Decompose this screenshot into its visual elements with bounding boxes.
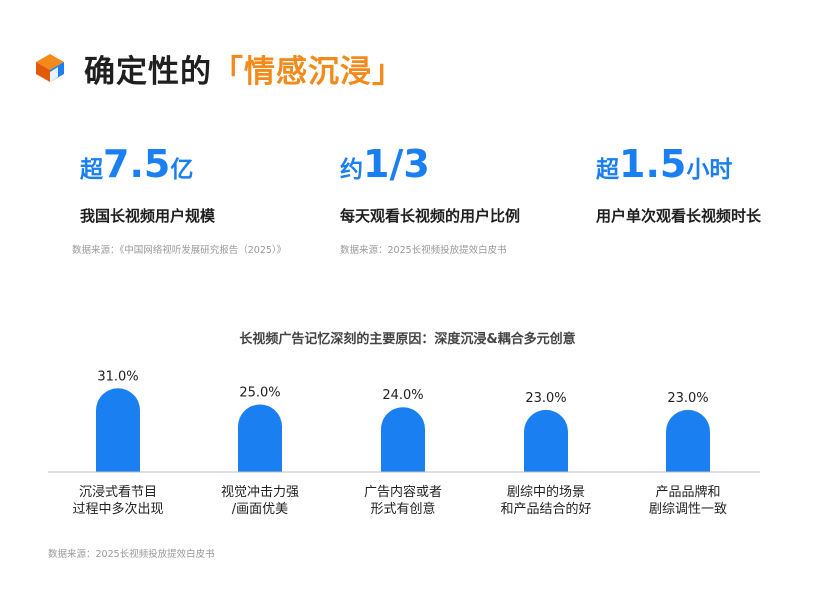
bar [96, 388, 140, 472]
layered-stack-logo [36, 54, 64, 82]
data-label: 23.0% [667, 391, 708, 406]
stat-label: 每天观看长视频的用户比例 [340, 207, 521, 225]
category-label-line: 沉浸式看节目 [78, 485, 157, 500]
category-label: 广告内容或者 形式有创意 [333, 484, 473, 518]
bar [238, 404, 282, 472]
title-prefix: 确定性的 [84, 54, 212, 90]
stat-daily-ratio: 约1/3 [340, 142, 430, 186]
category-label: 视觉冲击力强/画面优美 [190, 484, 330, 518]
category-label-line: 过程中多次出现 [72, 502, 164, 517]
data-label: 23.0% [525, 391, 566, 406]
source-note: 数据来源：《中国网络视听发展研究报告（2025）》 [72, 245, 287, 256]
data-label: 31.0% [97, 369, 138, 384]
stat-prefix: 约 [340, 157, 363, 183]
category-label-line: 形式有创意 [370, 502, 436, 517]
bar [666, 409, 710, 472]
data-label: 24.0% [382, 388, 423, 403]
stat-label: 我国长视频用户规模 [80, 207, 216, 225]
stat-user-scale: 超7.5亿 [80, 142, 193, 186]
category-label-line: 剧综调性一致 [648, 502, 727, 517]
bar-chart: 31.0% 25.0% 24.0% 23.0% 23.0% [48, 369, 760, 473]
source-note: 数据来源：2025长视频投放提效白皮书 [48, 549, 215, 560]
category-label-line: /画面优美 [231, 502, 289, 517]
category-label-line: 视觉冲击力强 [220, 485, 299, 500]
category-label: 产品品牌和剧综调性一致 [618, 484, 758, 518]
category-label-line: 和产品结合的好 [500, 502, 592, 517]
stat-prefix: 超 [596, 157, 619, 183]
category-label-line: 剧综中的场景 [506, 485, 585, 500]
category-label-line: 产品品牌和 [655, 485, 721, 500]
stat-value: 7.5 [103, 142, 171, 186]
bar [381, 407, 425, 472]
category-label-line: 广告内容或者 [363, 485, 442, 500]
stat-suffix: 小时 [686, 157, 733, 183]
stat-prefix: 超 [80, 157, 103, 183]
stat-watch-time: 超1.5小时 [596, 142, 732, 186]
stat-label: 用户单次观看长视频时长 [596, 207, 762, 225]
title-highlight: 「情感沉浸」 [212, 54, 404, 90]
stat-value: 1/3 [363, 142, 430, 186]
category-label: 剧综中的场景 和产品结合的好 [476, 484, 616, 518]
stat-value: 1.5 [619, 142, 687, 186]
chart-title: 长视频广告记忆深刻的主要原因：深度沉浸&耦合多元创意 [239, 332, 576, 347]
source-note: 数据来源：2025长视频投放提效白皮书 [340, 245, 507, 256]
bar [524, 409, 568, 472]
data-label: 25.0% [239, 386, 280, 401]
page-title: 确定性的「情感沉浸」 [84, 46, 404, 91]
category-label: 沉浸式看节目 过程中多次出现 [48, 484, 188, 518]
stat-suffix: 亿 [170, 157, 194, 183]
